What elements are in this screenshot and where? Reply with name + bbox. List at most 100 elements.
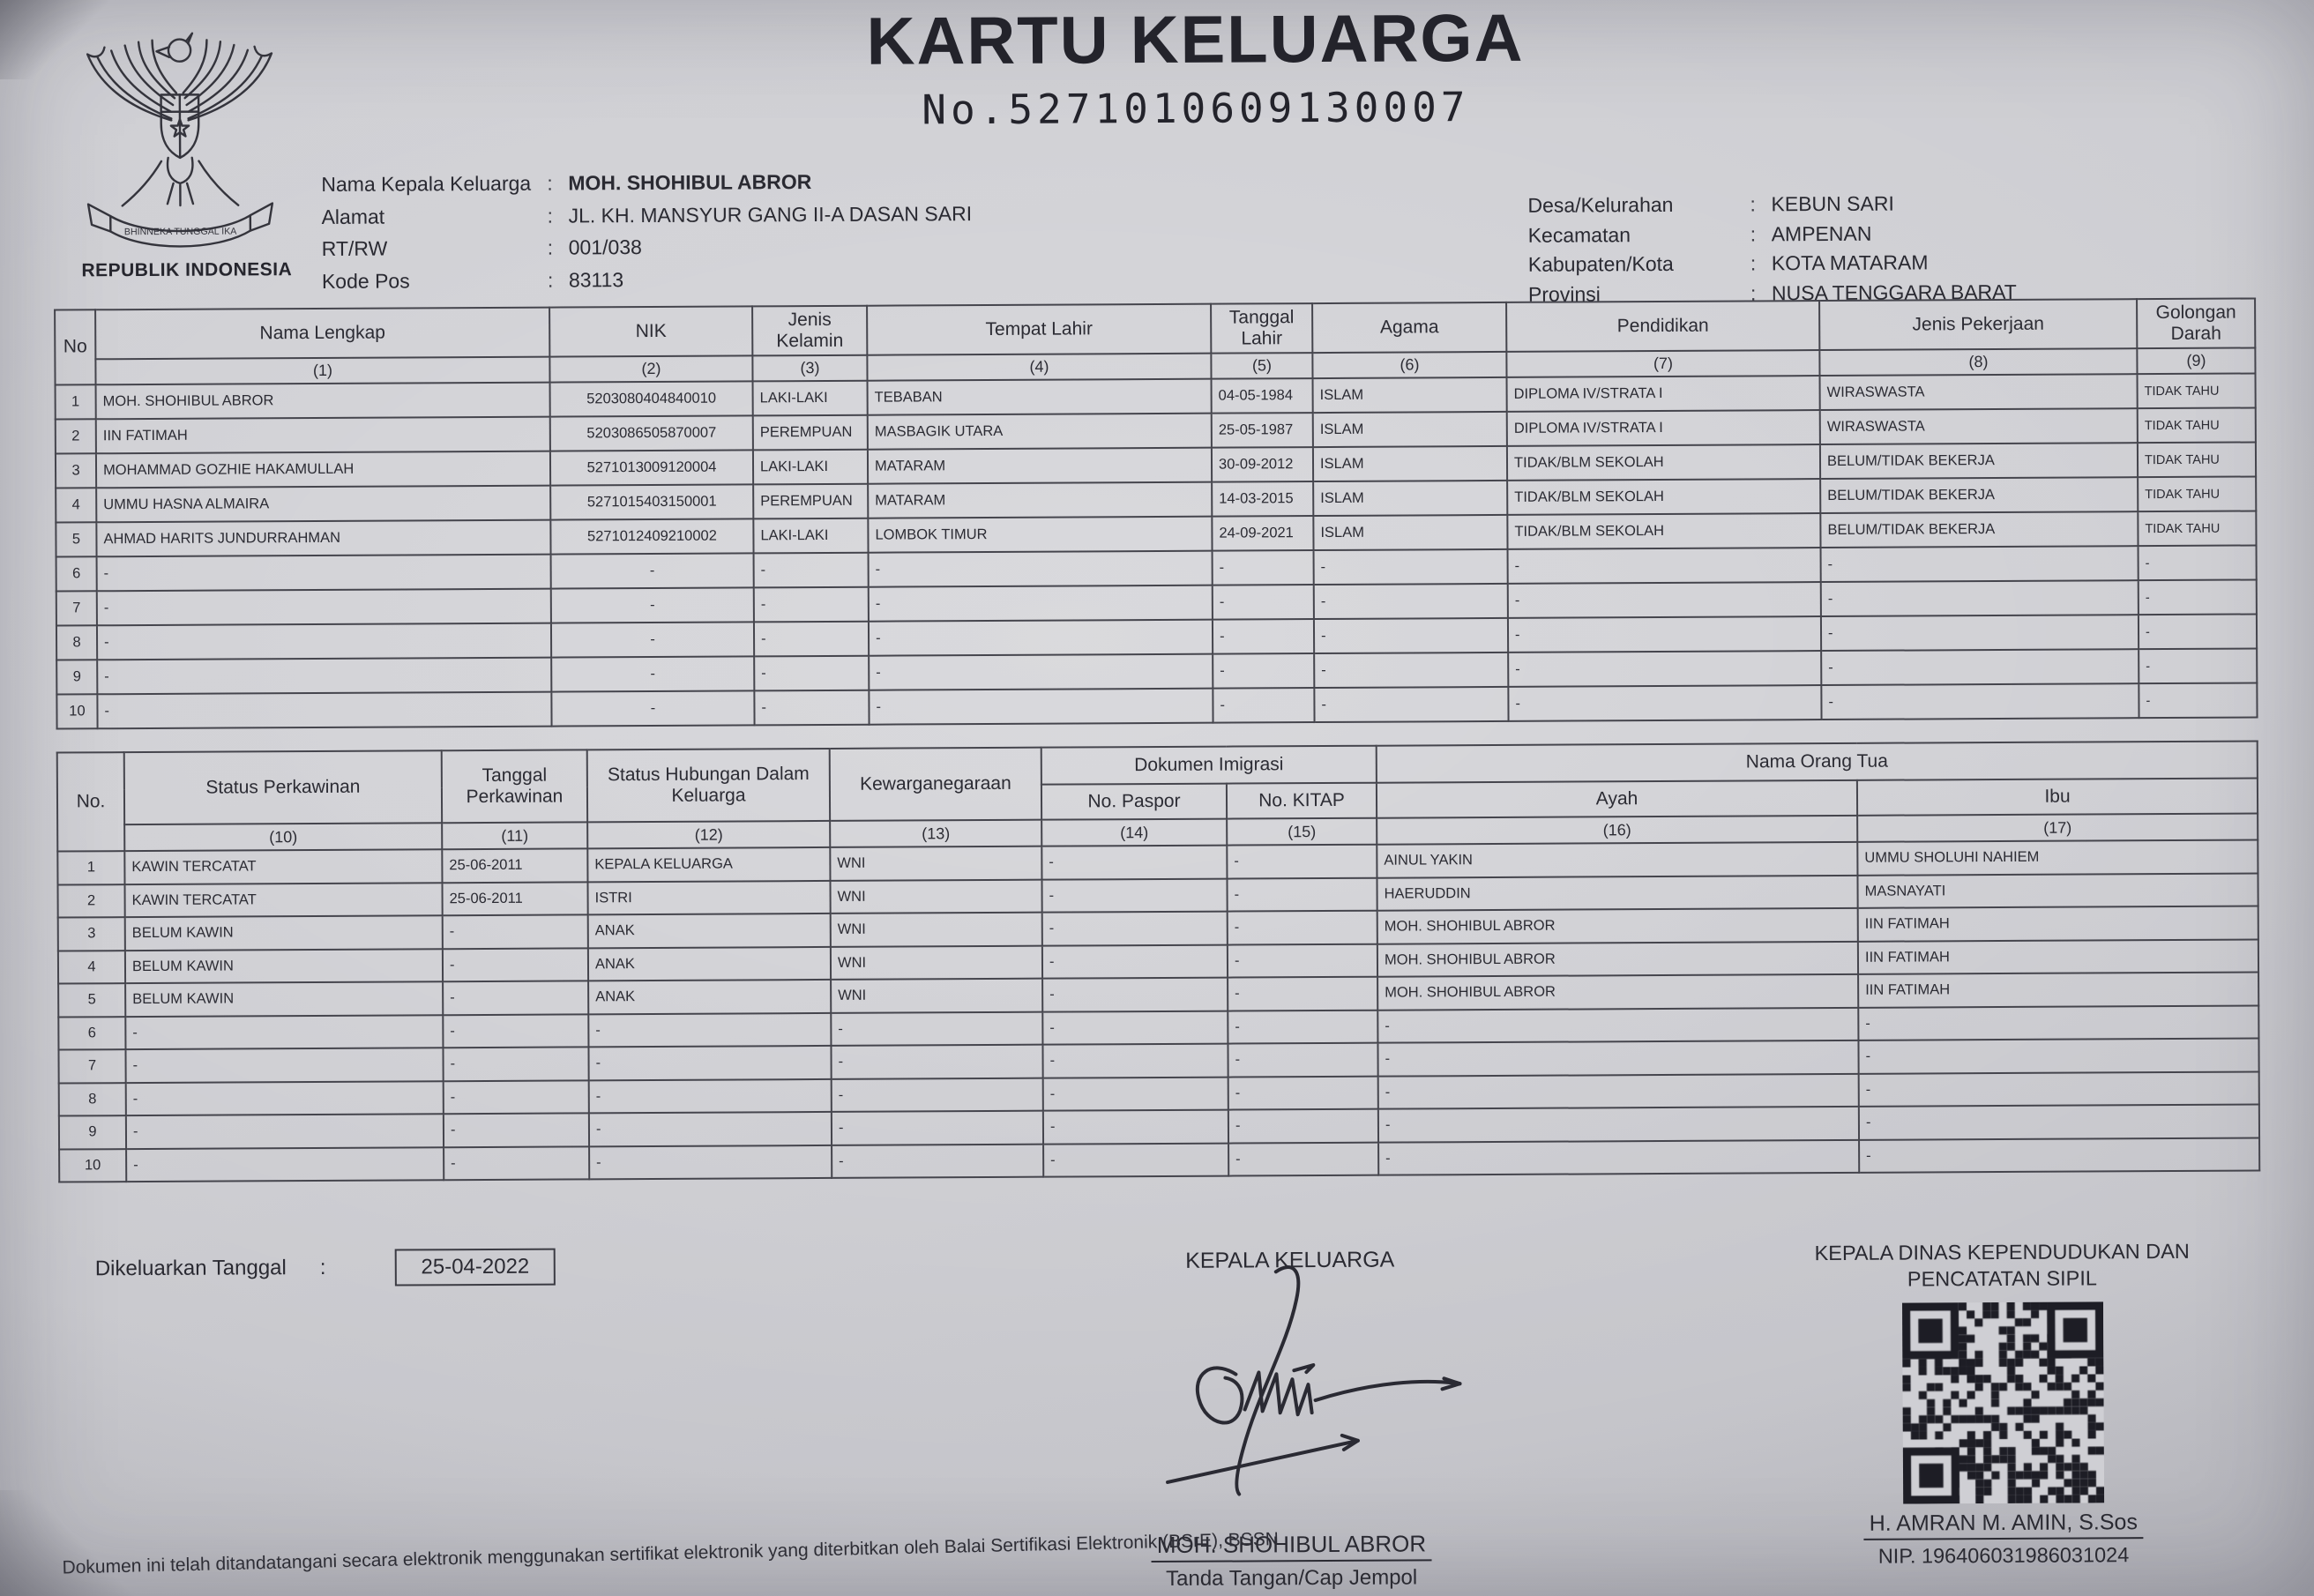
table-cell: TIDAK TAHU — [2138, 511, 2257, 547]
table-cell: - — [1378, 1139, 1860, 1175]
field-colon: : — [1750, 251, 1757, 275]
document-number-label: No. — [922, 85, 1009, 134]
official-name: H. AMRAN M. AMIN, S.Sos — [1863, 1510, 2144, 1540]
table-cell: 25-06-2011 — [442, 881, 588, 916]
table-cell: - — [1227, 910, 1377, 945]
table-cell: - — [1213, 688, 1315, 723]
table-cell: - — [869, 653, 1213, 690]
table-cell: TIDAK TAHU — [2138, 476, 2257, 512]
table-cell: - — [753, 552, 869, 588]
table-cell: AINUL YAKIN — [1377, 841, 1858, 878]
table-cell: - — [96, 554, 551, 592]
column-number: (6) — [1312, 351, 1507, 379]
table-cell: BELUM KAWIN — [124, 948, 444, 984]
table-cell: - — [442, 914, 588, 949]
table-cell: TIDAK TAHU — [2137, 373, 2256, 409]
field-value: 83113 — [568, 267, 624, 291]
column-header-tempat-lahir: Tempat Lahir — [867, 303, 1212, 355]
table-cell: WIRASWASTA — [1819, 374, 2138, 411]
head-family-signature-block: KEPALA KELUARGA MOH. SHOHIBUL ABROR Tand… — [1008, 1247, 1574, 1592]
qr-code — [1901, 1301, 2104, 1504]
table-cell: IIN FATIMAH — [1857, 906, 2258, 942]
field-label: Kode Pos — [321, 268, 410, 293]
field-colon: : — [547, 268, 554, 292]
field-label: Nama Kepala Keluarga — [321, 171, 532, 196]
table-cell: 6 — [56, 556, 97, 592]
table-cell: - — [1507, 616, 1822, 653]
table-cell: ISTRI — [587, 880, 831, 915]
field-kode-pos: Kode Pos : 83113 — [322, 260, 1274, 297]
column-number: (14) — [1041, 818, 1228, 846]
column-number: (4) — [867, 353, 1212, 381]
issued-date-row: Dikeluarkan Tanggal : 25-04-2022 — [95, 1248, 556, 1288]
field-value: KOTA MATARAM — [1771, 250, 1929, 275]
table-cell: ANAK — [587, 946, 832, 981]
field-colon: : — [547, 235, 554, 259]
column-number: (13) — [830, 819, 1042, 847]
table-cell: WIRASWASTA — [1819, 408, 2138, 445]
official-title-line1: KEPALA DINAS KEPENDUDUKAN DAN — [1814, 1239, 2190, 1265]
table-cell: - — [1820, 546, 2139, 583]
table-cell: TIDAK/BLM SEKOLAH — [1506, 444, 1821, 481]
emblem-motto: BHINNEKA TUNGGAL IKA — [124, 227, 238, 238]
table-cell: 1 — [55, 384, 96, 420]
table-cell: - — [753, 586, 869, 623]
document-title: KARTU KELUARGA — [866, 0, 1525, 79]
signature-area — [1008, 1265, 1574, 1533]
field-value: JL. KH. MANSYUR GANG II-A DASAN SARI — [568, 201, 973, 227]
table-cell: LAKI-LAKI — [752, 380, 868, 416]
field-colon: : — [1750, 221, 1757, 245]
table-cell: 8 — [58, 1082, 126, 1116]
table-cell: 5 — [58, 983, 126, 1018]
field-label: Desa/Kelurahan — [1527, 192, 1674, 217]
table-cell: - — [869, 688, 1213, 725]
table-cell: MOH. SHOHIBUL ABROR — [1377, 973, 1859, 1011]
table-cell: ISLAM — [1312, 377, 1507, 414]
column-header-status-perkawinan: Status Perkawinan — [123, 750, 443, 825]
issued-date-value: 25-04-2022 — [394, 1248, 556, 1286]
official-nip: NIP. 196406031986031024 — [1877, 1543, 2130, 1568]
table-cell: - — [1228, 1076, 1378, 1110]
table-cell: 4 — [57, 950, 126, 984]
emblem-caption: REPUBLIK INDONESIA — [81, 259, 293, 281]
table-cell: - — [1314, 686, 1509, 723]
table-cell: ISLAM — [1313, 480, 1508, 517]
header-fields-left: Nama Kepala Keluarga : MOH. SHOHIBUL ABR… — [321, 163, 1274, 297]
column-number: (9) — [2137, 347, 2256, 375]
table-cell: - — [1041, 911, 1228, 946]
table-cell: - — [1507, 548, 1821, 584]
field-label: Alamat — [321, 205, 385, 228]
table-cell: 3 — [57, 917, 125, 951]
column-header-status-hubungan: Status Hubungan Dalam Keluarga — [586, 748, 831, 823]
column-number: (5) — [1211, 353, 1313, 379]
field-value: KEBUN SARI — [1771, 191, 1894, 216]
head-family-caption: Tanda Tangan/Cap Jempol — [1166, 1565, 1418, 1591]
table-cell: - — [550, 553, 754, 589]
table-cell: IIN FATIMAH — [1858, 972, 2259, 1008]
table-cell: 30-09-2012 — [1211, 447, 1314, 482]
table-cell: - — [443, 1047, 589, 1081]
table-cell: - — [1821, 683, 2139, 720]
table-cell: BELUM/TIDAK BEKERJA — [1820, 477, 2139, 514]
column-header-tanggal-lahir: Tanggal Lahir — [1211, 303, 1313, 354]
table-cell: TIDAK/BLM SEKOLAH — [1507, 479, 1821, 515]
table-cell: 5271015403150001 — [550, 484, 754, 520]
table-cell: - — [1377, 1007, 1859, 1043]
table-cell: PEREMPUAN — [753, 483, 869, 519]
field-colon: : — [547, 171, 553, 195]
table-cell: - — [1041, 845, 1228, 880]
column-header-jenis-kelamin: Jenis Kelamin — [752, 305, 868, 356]
column-header-nik: NIK — [549, 306, 753, 357]
table-cell: - — [1042, 1077, 1228, 1111]
column-header-no: No — [55, 310, 96, 385]
marital-parents-table: No. Status Perkawinan Tanggal Perkawinan… — [56, 740, 2261, 1182]
column-number: (16) — [1377, 815, 1858, 845]
table-cell: - — [1313, 548, 1508, 585]
field-desa-kelurahan: Desa/Kelurahan : KEBUN SARI — [1527, 187, 2295, 220]
table-cell: - — [125, 1114, 444, 1149]
table-cell: - — [754, 690, 870, 726]
table-cell: BELUM/TIDAK BEKERJA — [1819, 443, 2139, 480]
table-cell: - — [125, 1014, 444, 1050]
table-cell: 04-05-1984 — [1211, 378, 1313, 414]
